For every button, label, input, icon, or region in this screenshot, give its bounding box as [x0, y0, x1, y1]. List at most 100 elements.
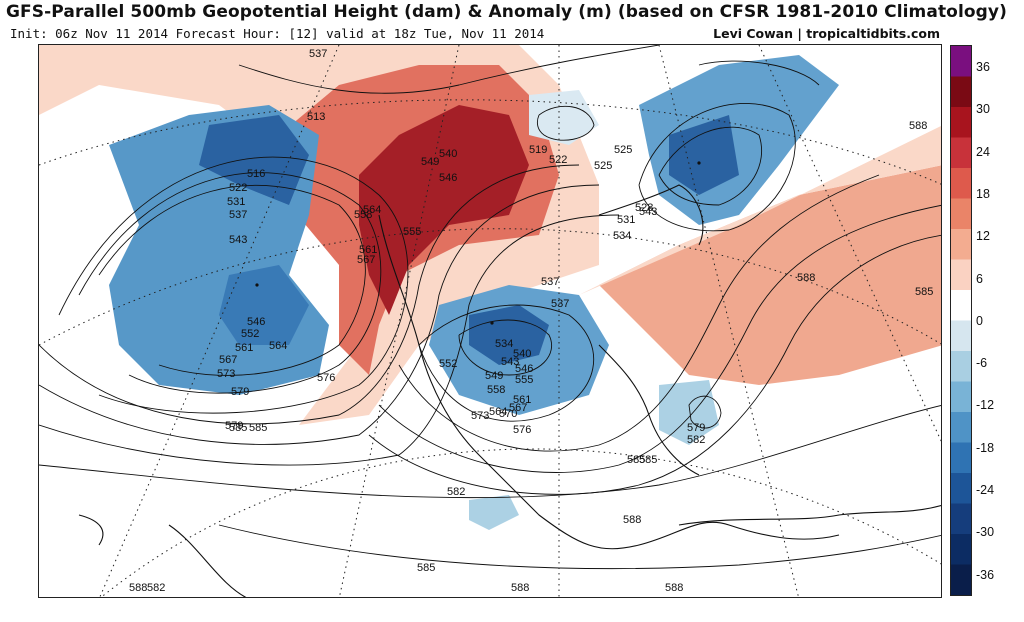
colorbar-swatch [951, 351, 971, 382]
contour-line [378, 204, 941, 473]
contour-line [658, 126, 763, 206]
contour-label: 537 [309, 48, 327, 60]
contour-label: 567 [357, 254, 375, 266]
contour-label: 552 [439, 358, 457, 370]
contour-label: 576 [513, 424, 531, 436]
contour-label: 579 [225, 420, 243, 432]
contour-label: 588 [511, 582, 529, 594]
anomaly-negative-mexico [469, 495, 519, 530]
contour-label: 558 [354, 209, 372, 221]
contour-label: 585 [627, 454, 645, 466]
contour-label: 558 [487, 384, 505, 396]
anomaly-positive-atlantic-outer [579, 125, 941, 295]
contour-label: 537 [541, 276, 559, 288]
contour-label: 582 [147, 582, 165, 594]
colorbar-tick-label: 24 [976, 144, 990, 159]
contour-line [638, 102, 796, 232]
contour-label: 588 [623, 514, 641, 526]
latitude-line [39, 99, 941, 185]
colorbar-swatch [951, 259, 971, 291]
latitude-line [100, 448, 941, 597]
colorbar-swatch [951, 229, 971, 260]
island-coast [78, 514, 104, 546]
contour-line [39, 214, 620, 466]
colorbar-swatch [951, 534, 971, 565]
contour-label: 531 [227, 196, 245, 208]
contour-label: 522 [549, 154, 567, 166]
contour-label: 585 [249, 422, 267, 434]
contour-label: 582 [447, 486, 465, 498]
contour-label: 543 [501, 356, 519, 368]
colorbar-swatch [951, 412, 971, 443]
contour-label: 564 [363, 204, 381, 216]
colorbar-tick-label: 36 [976, 60, 990, 74]
contour-line [418, 304, 594, 422]
height-contours [39, 45, 941, 570]
contour-label: 582 [687, 434, 705, 446]
colorbar-tick-label: -18 [976, 440, 995, 455]
contour-label: 573 [471, 410, 489, 422]
longitude-line [758, 45, 941, 442]
contour-label: 585 [417, 562, 435, 574]
contour-label: 534 [495, 338, 513, 350]
contour-label: 546 [247, 316, 265, 328]
pressure-centers [255, 161, 701, 325]
colorbar-swatch [951, 381, 971, 413]
anomaly-negative-gulf-alaska-core [199, 115, 309, 205]
contour-label: 588 [665, 582, 683, 594]
contour-line [368, 234, 941, 495]
graticule [39, 45, 941, 597]
contour-label: 531 [617, 214, 635, 226]
colorbar-tick-label: -30 [976, 525, 995, 540]
anomaly-fills [39, 45, 941, 530]
colorbar-swatch [951, 442, 971, 474]
contour-label: 585 [639, 454, 657, 466]
contour-label: 576 [317, 372, 335, 384]
contour-label: 585 [229, 422, 247, 434]
low-center-marker [255, 283, 259, 287]
contour-line [78, 172, 382, 394]
anomaly-negative-baffin [529, 90, 599, 145]
contour-line [39, 184, 600, 445]
contour-label: 522 [229, 182, 247, 194]
coastline-east [598, 344, 700, 476]
contour-line [698, 60, 820, 86]
contour-line [536, 105, 595, 141]
contour-label: 540 [439, 148, 457, 160]
contour-line [98, 184, 366, 376]
colorbar-tick-label: -12 [976, 398, 995, 413]
contour-line [238, 45, 660, 94]
contour-label: 546 [439, 172, 457, 184]
colorbar-swatches [951, 46, 971, 596]
colorbar-tick-label: -36 [976, 567, 995, 582]
contour-line [58, 156, 409, 414]
contour-label: 564 [269, 340, 287, 352]
contour-label: 546 [515, 363, 533, 375]
chart-title: GFS-Parallel 500mb Geopotential Height (… [6, 2, 1007, 22]
colorbar-swatch [951, 46, 971, 77]
colorbar-tick-label: 0 [976, 313, 983, 328]
contour-label: 564 [489, 406, 507, 418]
contour-label: 570 [499, 408, 517, 420]
contour-label: 555 [515, 374, 533, 386]
colorbar-tick-label: 18 [976, 186, 990, 201]
colorbar-swatch [951, 503, 971, 535]
contour-label: 513 [307, 111, 325, 123]
colorbar-tick-label: -24 [976, 483, 995, 497]
coastline-pacific [168, 524, 247, 597]
contour-label: 519 [529, 144, 547, 156]
coastline-hudson [598, 184, 704, 246]
colorbar-swatch [951, 107, 971, 138]
colorbar-tick-label: 12 [976, 229, 990, 244]
colorbar-swatch [951, 564, 971, 596]
contour-line [398, 174, 880, 452]
contour-label: 561 [513, 394, 531, 406]
contour-label: 555 [403, 226, 421, 238]
contour-label: 549 [421, 156, 439, 168]
longitude-line [338, 45, 460, 597]
contour-label: 588 [797, 272, 815, 284]
contour-label: 516 [247, 168, 265, 180]
contour-label: 579 [687, 422, 705, 434]
anomaly-negative-great-lakes-core [469, 305, 549, 365]
